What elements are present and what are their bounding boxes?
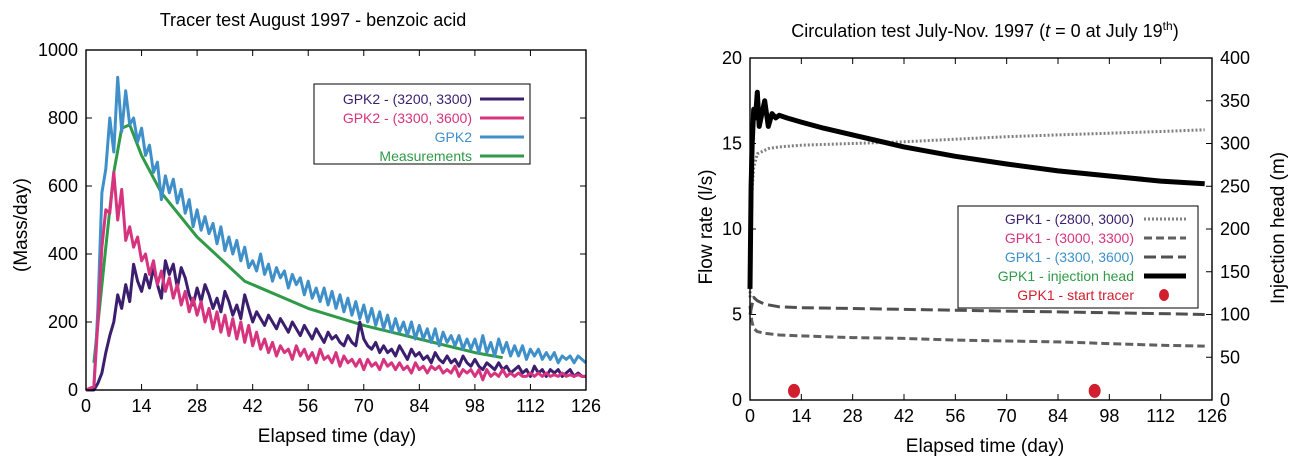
y-tick-label: 10 <box>722 219 742 239</box>
y-tick-label: 0 <box>68 380 78 400</box>
y2-tick-label: 150 <box>1220 262 1250 282</box>
y-axis-label: (Mass/day) <box>11 178 32 272</box>
axes: 0 14 28 42 56 70 84 98 112 1260510152005010015020… <box>722 48 1250 426</box>
x-tick-label: 70 <box>997 406 1017 426</box>
x-tick-label: 0 <box>81 396 91 416</box>
plot-area <box>85 75 587 392</box>
x-axis-label: Elapsed time (day) <box>258 426 416 447</box>
y2-tick-label: 300 <box>1220 134 1250 154</box>
x-tick-label: 56 <box>298 396 318 416</box>
y2-tick-label: 0 <box>1220 390 1230 410</box>
x-tick-label: 126 <box>1197 406 1227 426</box>
start-tracer-marker <box>1088 383 1101 398</box>
y-tick-label: 5 <box>732 305 742 325</box>
x-tick-label: 98 <box>465 396 485 416</box>
legend-label: GPK1 - (3300, 3600) <box>1005 249 1134 265</box>
legend-label: GPK2 - (3200, 3300) <box>343 91 472 107</box>
y-axis-label: Flow rate (l/s) <box>696 169 717 284</box>
y2-tick-label: 250 <box>1220 176 1250 196</box>
x-tick-label: 0 <box>745 406 755 426</box>
y2-tick-label: 200 <box>1220 219 1250 239</box>
plot-frame <box>749 57 1213 401</box>
legend: GPK2 - (3200, 3300) GPK2 - (3300, 3600) GP… <box>313 83 531 165</box>
x-tick-label: 42 <box>243 396 263 416</box>
legend: GPK1 - (2800, 3000) GPK1 - (3000, 3300) GP… <box>957 205 1199 309</box>
x-tick-label: 56 <box>945 406 965 426</box>
legend-swatch <box>1159 289 1169 301</box>
legend-label: GPK1 - (2800, 3000) <box>1005 211 1134 227</box>
start-tracer-marker <box>788 383 800 398</box>
y-tick-label: 20 <box>722 48 742 68</box>
series-line <box>748 128 1205 298</box>
legend-box <box>957 205 1199 309</box>
y2-tick-label: 400 <box>1220 48 1250 68</box>
plot-area <box>747 89 1205 398</box>
x-tick-label: 70 <box>354 396 374 416</box>
x-tick-label: 112 <box>516 396 545 416</box>
legend-label: GPK1 - (3000, 3300) <box>1005 230 1134 246</box>
y2-tick-label: 100 <box>1220 305 1250 325</box>
y-tick-label: 800 <box>48 108 78 128</box>
chart-title: Tracer test August 1997 - benzoic acid <box>160 10 467 30</box>
x-tick-label: 28 <box>843 406 863 426</box>
series-line <box>748 305 1205 348</box>
plot-frame <box>85 49 587 391</box>
x-tick-label: 14 <box>132 396 152 416</box>
y-tick-label: 15 <box>722 134 742 154</box>
series-line <box>92 123 503 363</box>
y2-tick-label: 50 <box>1220 347 1240 367</box>
y-tick-label: 200 <box>48 312 78 332</box>
y2-tick-label: 350 <box>1220 91 1250 111</box>
series-line <box>748 295 1205 316</box>
circulation-chart: Circulation test July-Nov. 1997 (t = 0 a… <box>696 19 1289 457</box>
series-line <box>747 89 1205 289</box>
series-line <box>85 75 587 392</box>
x-tick-label: 84 <box>409 396 429 416</box>
x-tick-label: 98 <box>1099 406 1119 426</box>
y-tick-label: 1000 <box>38 40 78 60</box>
legend-label: Measurements <box>379 148 472 164</box>
y2-axis-label: Injection head (m) <box>1268 152 1289 304</box>
x-tick-label: 14 <box>791 406 811 426</box>
x-tick-label: 84 <box>1048 406 1068 426</box>
legend-box <box>313 83 531 165</box>
series-line <box>86 259 586 392</box>
x-tick-label: 126 <box>571 396 601 416</box>
x-tick-label: 28 <box>187 396 207 416</box>
x-axis-label: Elapsed time (day) <box>906 436 1064 457</box>
y-tick-label: 600 <box>48 176 78 196</box>
y-tick-label: 400 <box>48 244 78 264</box>
legend-label: GPK2 - (3300, 3600) <box>343 110 472 126</box>
tracer-chart: Tracer test August 1997 - benzoic acid (… <box>11 10 601 447</box>
legend-label: GPK2 <box>435 129 473 145</box>
legend-label: GPK1 - injection head <box>998 268 1134 284</box>
series-line <box>85 170 586 392</box>
y-tick-label: 0 <box>732 390 742 410</box>
x-tick-label: 112 <box>1146 406 1175 426</box>
axes: 0 14 28 42 56 70 84 98 112 126 0 200 400 600 800 1000 <box>38 40 601 416</box>
chart-title: Circulation test July-Nov. 1997 (t = 0 a… <box>791 19 1178 41</box>
x-tick-label: 42 <box>894 406 914 426</box>
legend-label: GPK1 - start tracer <box>1017 287 1134 303</box>
